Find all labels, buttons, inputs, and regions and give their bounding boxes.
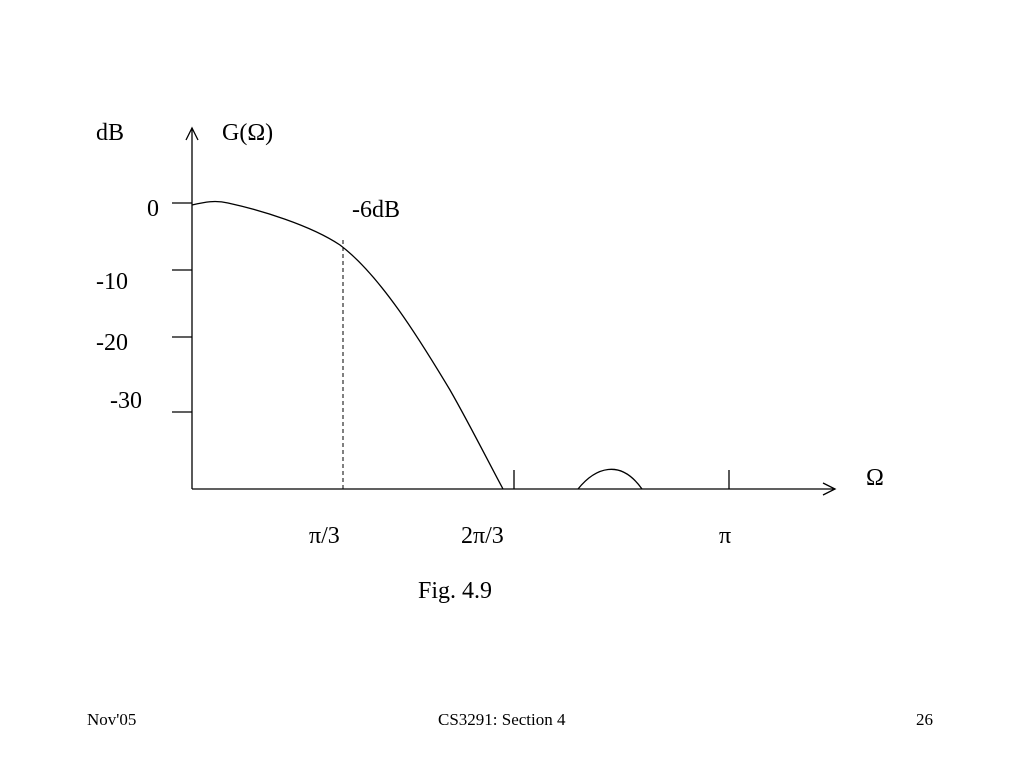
y-label: dB xyxy=(96,120,124,146)
x-arrow xyxy=(822,482,837,496)
x-tick-label: 2π/3 xyxy=(461,523,504,549)
sidelobe xyxy=(577,468,643,490)
footer-left: Nov'05 xyxy=(87,710,136,729)
title: G(Ω) xyxy=(222,120,273,146)
y-tick-label: 0 xyxy=(147,196,159,222)
caption: Fig. 4.9 xyxy=(418,578,492,604)
y-tick-label: -30 xyxy=(110,388,142,414)
axes xyxy=(172,126,837,496)
x-tick-label: π/3 xyxy=(309,523,340,549)
y-tick-label: -10 xyxy=(96,269,128,295)
x-label: Ω xyxy=(866,465,884,491)
x-tick-label: π xyxy=(719,523,731,549)
response-curve xyxy=(191,200,504,490)
y-tick-label: -20 xyxy=(96,330,128,356)
footer-center: CS3291: Section 4 xyxy=(438,710,566,729)
y-arrow xyxy=(185,126,199,141)
annotation: -6dB xyxy=(352,197,400,223)
footer-right: 26 xyxy=(916,710,933,729)
